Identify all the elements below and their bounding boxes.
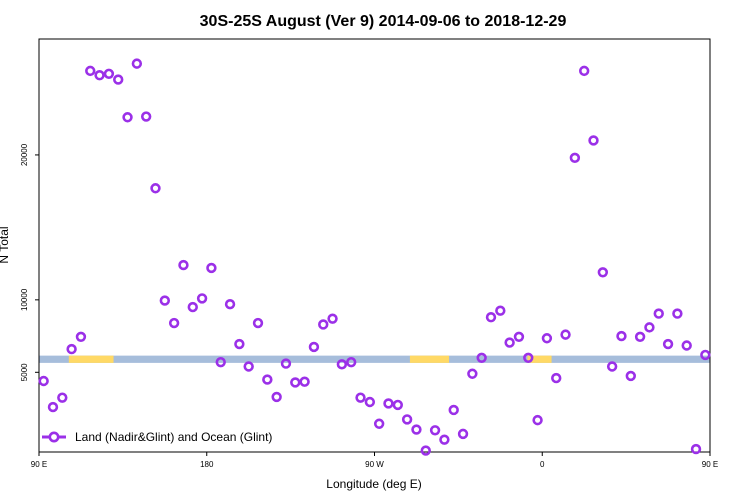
data-point bbox=[271, 391, 282, 403]
data-point bbox=[588, 135, 599, 146]
x-tick-label: 90 E bbox=[31, 460, 47, 469]
data-point bbox=[569, 152, 581, 164]
data-point bbox=[560, 329, 571, 340]
data-point bbox=[122, 112, 133, 123]
legend-entry-label: Land (Nadir&Glint) and Ocean (Glint) bbox=[75, 430, 272, 444]
data-point bbox=[215, 356, 226, 368]
data-point bbox=[467, 368, 478, 379]
data-point bbox=[206, 262, 217, 274]
data-point bbox=[606, 361, 618, 372]
data-point bbox=[700, 349, 711, 361]
data-point bbox=[196, 293, 208, 304]
data-point bbox=[672, 308, 683, 319]
data-point bbox=[495, 305, 506, 316]
plot-frame bbox=[38, 38, 711, 453]
legend-marker-swatch bbox=[48, 431, 60, 443]
data-point bbox=[551, 372, 562, 384]
data-point bbox=[168, 317, 180, 329]
data-point bbox=[634, 331, 646, 342]
data-point bbox=[644, 322, 655, 333]
data-point bbox=[308, 341, 320, 353]
data-point bbox=[597, 267, 609, 278]
data-point bbox=[485, 312, 497, 323]
data-point bbox=[38, 375, 49, 387]
data-point bbox=[103, 68, 115, 79]
band-land-segment bbox=[527, 355, 552, 363]
data-point bbox=[653, 308, 664, 319]
data-point bbox=[243, 361, 254, 372]
x-axis-ticks: 90 E 180 90 W 0 90 E bbox=[31, 452, 718, 469]
data-point bbox=[429, 425, 441, 436]
data-point bbox=[616, 330, 627, 342]
data-point bbox=[578, 65, 590, 77]
data-point bbox=[392, 399, 403, 411]
x-tick-label: 0 bbox=[540, 460, 545, 469]
data-point bbox=[504, 337, 515, 348]
data-point bbox=[178, 259, 189, 271]
data-point bbox=[150, 183, 161, 194]
legend: Land (Nadir&Glint) and Ocean (Glint) bbox=[42, 430, 272, 444]
data-point bbox=[94, 70, 105, 81]
data-point bbox=[523, 352, 534, 364]
data-point bbox=[140, 111, 152, 122]
data-point bbox=[131, 58, 143, 69]
data-point bbox=[662, 338, 674, 350]
data-point bbox=[346, 356, 357, 368]
x-tick-label: 90 W bbox=[365, 460, 384, 469]
data-point bbox=[113, 74, 124, 85]
reference-band bbox=[39, 355, 710, 363]
data-points bbox=[38, 58, 711, 456]
data-point bbox=[532, 414, 543, 426]
data-point bbox=[457, 428, 469, 440]
data-point bbox=[262, 374, 273, 385]
x-tick-label: 90 E bbox=[702, 460, 718, 469]
data-point bbox=[187, 301, 198, 313]
data-point bbox=[47, 401, 59, 413]
data-point bbox=[224, 298, 236, 310]
chart-title: 30S-25S August (Ver 9) 2014-09-06 to 201… bbox=[200, 13, 567, 30]
data-point bbox=[411, 424, 422, 435]
data-point bbox=[681, 340, 692, 351]
data-point bbox=[690, 443, 702, 455]
data-point bbox=[280, 358, 292, 369]
data-point bbox=[420, 445, 431, 456]
data-point bbox=[299, 376, 310, 387]
data-point bbox=[448, 404, 459, 416]
band-ocean bbox=[39, 355, 710, 363]
data-point bbox=[57, 392, 68, 403]
y-axis-ticks: 5000 10000 20000 bbox=[20, 143, 39, 381]
data-point bbox=[290, 377, 301, 388]
data-point bbox=[476, 352, 487, 364]
y-tick-label: 20000 bbox=[20, 143, 29, 166]
band-land-segment bbox=[409, 355, 450, 363]
data-point bbox=[401, 414, 413, 425]
data-point bbox=[513, 331, 525, 342]
data-point bbox=[234, 338, 245, 350]
data-point bbox=[364, 396, 376, 408]
x-tick-label: 180 bbox=[200, 460, 214, 469]
data-point bbox=[252, 317, 264, 329]
data-point bbox=[75, 331, 87, 342]
data-point bbox=[336, 359, 348, 370]
band-land-segment bbox=[68, 355, 114, 363]
data-point bbox=[439, 434, 450, 445]
y-tick-label: 5000 bbox=[20, 363, 29, 381]
data-point bbox=[541, 333, 553, 344]
data-point bbox=[159, 295, 171, 306]
data-point bbox=[85, 65, 96, 77]
data-point bbox=[66, 343, 77, 355]
x-axis-label: Longitude (deg E) bbox=[326, 477, 421, 491]
data-point bbox=[355, 392, 366, 403]
data-point bbox=[373, 418, 385, 429]
y-axis-label: N Total bbox=[0, 226, 11, 263]
data-point bbox=[318, 319, 329, 330]
data-point bbox=[383, 398, 394, 409]
y-tick-label: 10000 bbox=[20, 288, 29, 311]
data-point bbox=[327, 313, 338, 324]
data-point bbox=[625, 370, 636, 382]
